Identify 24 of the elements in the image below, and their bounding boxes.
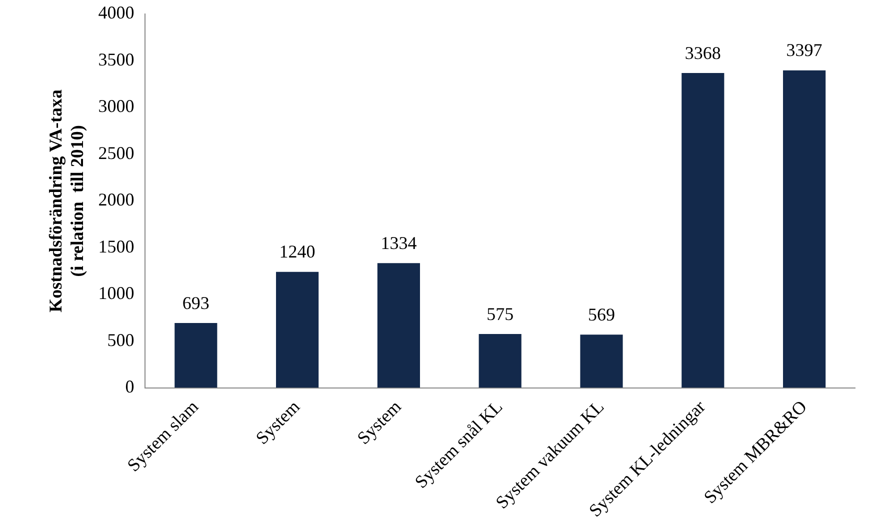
y-tick-label: 1000 [98,283,134,304]
bar [174,323,218,388]
data-label: 693 [182,292,210,313]
y-tick-label: 3500 [98,49,134,70]
y-tick-label: 3000 [98,96,134,116]
data-label: 3368 [684,42,721,63]
y-axis-title: Kostnadsförändring VA-taxa (i relation till 2010) [45,89,88,312]
data-label: 1240 [279,242,316,262]
data-label: 575 [486,304,514,324]
data-label: 3397 [786,40,822,60]
y-tick-label: 0 [125,376,134,397]
bar [682,73,724,388]
data-label: 1334 [380,232,417,253]
bar [276,272,319,388]
y-tick-label: 2500 [98,142,134,163]
bar [478,334,522,388]
bar [377,263,420,388]
y-tick-label: 4000 [98,2,134,23]
bar [783,70,826,388]
y-tick-label: 2000 [98,190,134,210]
bar [580,334,623,388]
y-tick-label: 1500 [98,236,134,256]
y-tick-label: 500 [107,330,134,350]
data-label: 569 [588,304,615,324]
